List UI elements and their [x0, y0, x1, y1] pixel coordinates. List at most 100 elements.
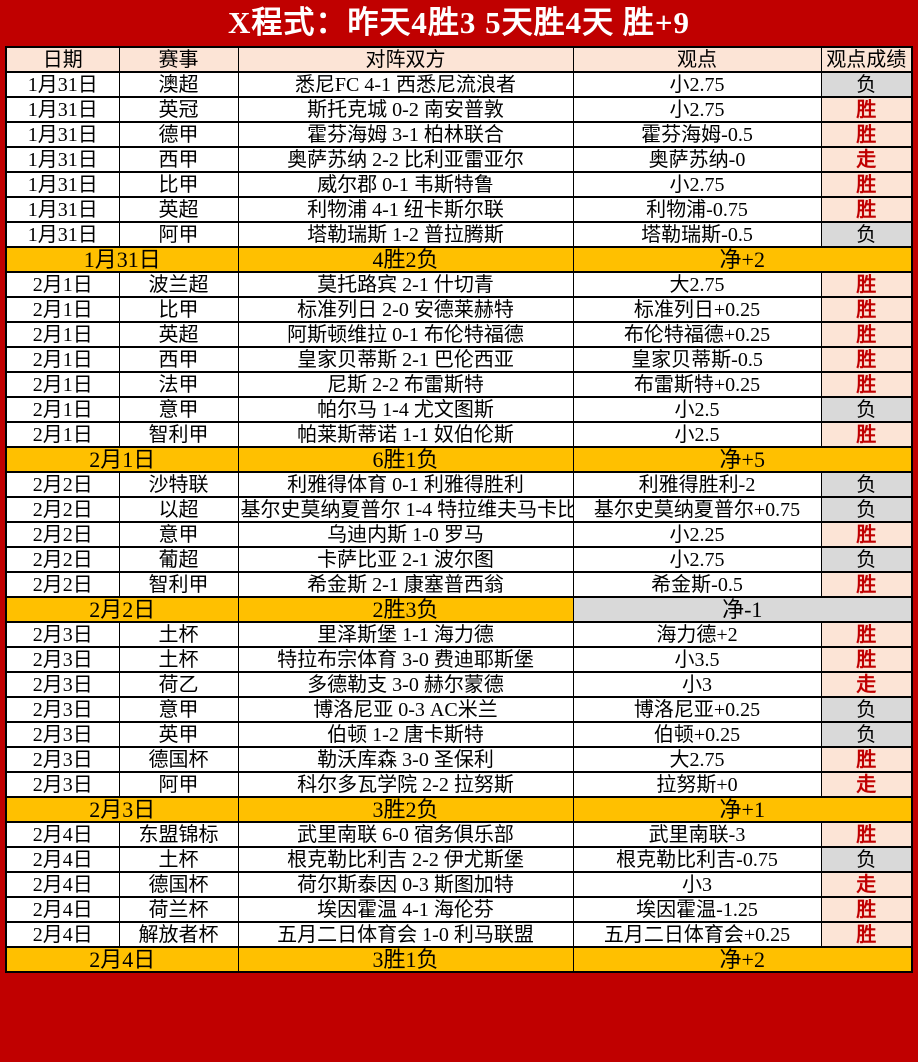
- match-row: 2月2日 以超 基尔史莫纳夏普尔 1-4 特拉维夫马卡比 基尔史莫纳夏普尔+0.75 负: [5, 496, 913, 523]
- match-row: 2月3日 土杯 特拉布宗体育 3-0 费迪耶斯堡 小3.5 胜: [5, 646, 913, 673]
- date-cell: 2月1日: [5, 271, 120, 298]
- summary-net-cell: 净+5: [572, 446, 913, 473]
- result-cell: 胜: [820, 196, 913, 223]
- result-cell: 走: [820, 771, 913, 798]
- match-cell: 阿斯顿维拉 0-1 布伦特福德: [237, 321, 574, 348]
- date-cell: 2月3日: [5, 646, 120, 673]
- result-cell: 胜: [820, 896, 913, 923]
- league-cell: 西甲: [118, 346, 239, 373]
- date-cell: 1月31日: [5, 121, 120, 148]
- match-cell: 基尔史莫纳夏普尔 1-4 特拉维夫马卡比: [237, 496, 574, 523]
- date-cell: 2月4日: [5, 846, 120, 873]
- date-cell: 2月4日: [5, 821, 120, 848]
- result-cell: 负: [820, 396, 913, 423]
- summary-net-cell: 净+2: [572, 946, 913, 973]
- league-cell: 英超: [118, 321, 239, 348]
- date-cell: 2月4日: [5, 896, 120, 923]
- date-cell: 2月3日: [5, 771, 120, 798]
- match-row: 2月4日 荷兰杯 埃因霍温 4-1 海伦芬 埃因霍温-1.25 胜: [5, 896, 913, 923]
- match-row: 2月4日 解放者杯 五月二日体育会 1-0 利马联盟 五月二日体育会+0.25 胜: [5, 921, 913, 948]
- date-cell: 2月4日: [5, 871, 120, 898]
- match-row: 2月1日 比甲 标准列日 2-0 安德莱赫特 标准列日+0.25 胜: [5, 296, 913, 323]
- league-cell: 波兰超: [118, 271, 239, 298]
- result-cell: 胜: [820, 346, 913, 373]
- match-row: 2月3日 英甲 伯顿 1-2 唐卡斯特 伯顿+0.25 负: [5, 721, 913, 748]
- date-cell: 2月2日: [5, 496, 120, 523]
- match-cell: 卡萨比亚 2-1 波尔图: [237, 546, 574, 573]
- match-cell: 皇家贝蒂斯 2-1 巴伦西亚: [237, 346, 574, 373]
- page-title: X程式：昨天4胜3 5天胜4天 胜+9: [0, 0, 918, 46]
- summary-record-cell: 3胜1负: [237, 946, 574, 973]
- date-cell: 2月2日: [5, 546, 120, 573]
- view-cell: 武里南联-3: [572, 821, 822, 848]
- date-cell: 1月31日: [5, 71, 120, 98]
- result-cell: 负: [820, 546, 913, 573]
- result-cell: 胜: [820, 621, 913, 648]
- date-cell: 1月31日: [5, 96, 120, 123]
- match-cell: 尼斯 2-2 布雷斯特: [237, 371, 574, 398]
- match-cell: 乌迪内斯 1-0 罗马: [237, 521, 574, 548]
- view-cell: 小2.75: [572, 71, 822, 98]
- date-cell: 2月2日: [5, 521, 120, 548]
- match-cell: 埃因霍温 4-1 海伦芬: [237, 896, 574, 923]
- result-cell: 胜: [820, 521, 913, 548]
- view-cell: 霍芬海姆-0.5: [572, 121, 822, 148]
- match-row: 1月31日 阿甲 塔勒瑞斯 1-2 普拉腾斯 塔勒瑞斯-0.5 负: [5, 221, 913, 248]
- result-cell: 胜: [820, 646, 913, 673]
- match-cell: 博洛尼亚 0-3 AC米兰: [237, 696, 574, 723]
- league-cell: 土杯: [118, 846, 239, 873]
- match-row: 2月3日 意甲 博洛尼亚 0-3 AC米兰 博洛尼亚+0.25 负: [5, 696, 913, 723]
- summary-net-cell: 净-1: [572, 596, 913, 623]
- column-header-result: 观点成绩: [820, 46, 913, 73]
- match-cell: 悉尼FC 4-1 西悉尼流浪者: [237, 71, 574, 98]
- match-row: 2月4日 土杯 根克勒比利吉 2-2 伊尤斯堡 根克勒比利吉-0.75 负: [5, 846, 913, 873]
- column-header-match: 对阵双方: [237, 46, 574, 73]
- league-cell: 德甲: [118, 121, 239, 148]
- match-row: 2月1日 西甲 皇家贝蒂斯 2-1 巴伦西亚 皇家贝蒂斯-0.5 胜: [5, 346, 913, 373]
- view-cell: 小2.75: [572, 171, 822, 198]
- match-row: 2月2日 沙特联 利雅得体育 0-1 利雅得胜利 利雅得胜利-2 负: [5, 471, 913, 498]
- league-cell: 东盟锦标: [118, 821, 239, 848]
- view-cell: 伯顿+0.25: [572, 721, 822, 748]
- date-cell: 1月31日: [5, 146, 120, 173]
- view-cell: 小3: [572, 871, 822, 898]
- league-cell: 比甲: [118, 171, 239, 198]
- date-cell: 2月1日: [5, 396, 120, 423]
- date-cell: 1月31日: [5, 171, 120, 198]
- view-cell: 埃因霍温-1.25: [572, 896, 822, 923]
- league-cell: 意甲: [118, 521, 239, 548]
- match-row: 2月1日 英超 阿斯顿维拉 0-1 布伦特福德 布伦特福德+0.25 胜: [5, 321, 913, 348]
- match-row: 2月3日 阿甲 科尔多瓦学院 2-2 拉努斯 拉努斯+0 走: [5, 771, 913, 798]
- view-cell: 五月二日体育会+0.25: [572, 921, 822, 948]
- view-cell: 塔勒瑞斯-0.5: [572, 221, 822, 248]
- view-cell: 大2.75: [572, 271, 822, 298]
- summary-record-cell: 3胜2负: [237, 796, 574, 823]
- summary-row: 2月1日 6胜1负 净+5: [5, 446, 913, 473]
- match-cell: 霍芬海姆 3-1 柏林联合: [237, 121, 574, 148]
- match-row: 1月31日 澳超 悉尼FC 4-1 西悉尼流浪者 小2.75 负: [5, 71, 913, 98]
- view-cell: 小2.5: [572, 421, 822, 448]
- result-cell: 走: [820, 146, 913, 173]
- league-cell: 澳超: [118, 71, 239, 98]
- date-cell: 2月1日: [5, 346, 120, 373]
- result-cell: 胜: [820, 121, 913, 148]
- column-header-league: 赛事: [118, 46, 239, 73]
- summary-net-cell: 净+2: [572, 246, 913, 273]
- date-cell: 2月1日: [5, 321, 120, 348]
- match-row: 2月2日 意甲 乌迪内斯 1-0 罗马 小2.25 胜: [5, 521, 913, 548]
- view-cell: 小3.5: [572, 646, 822, 673]
- league-cell: 沙特联: [118, 471, 239, 498]
- date-cell: 2月1日: [5, 296, 120, 323]
- match-row: 2月1日 意甲 帕尔马 1-4 尤文图斯 小2.5 负: [5, 396, 913, 423]
- result-cell: 胜: [820, 421, 913, 448]
- date-cell: 2月2日: [5, 571, 120, 598]
- league-cell: 法甲: [118, 371, 239, 398]
- summary-row: 1月31日 4胜2负 净+2: [5, 246, 913, 273]
- view-cell: 小2.75: [572, 546, 822, 573]
- result-cell: 胜: [820, 746, 913, 773]
- view-cell: 拉努斯+0: [572, 771, 822, 798]
- match-cell: 五月二日体育会 1-0 利马联盟: [237, 921, 574, 948]
- league-cell: 意甲: [118, 696, 239, 723]
- league-cell: 土杯: [118, 621, 239, 648]
- league-cell: 阿甲: [118, 221, 239, 248]
